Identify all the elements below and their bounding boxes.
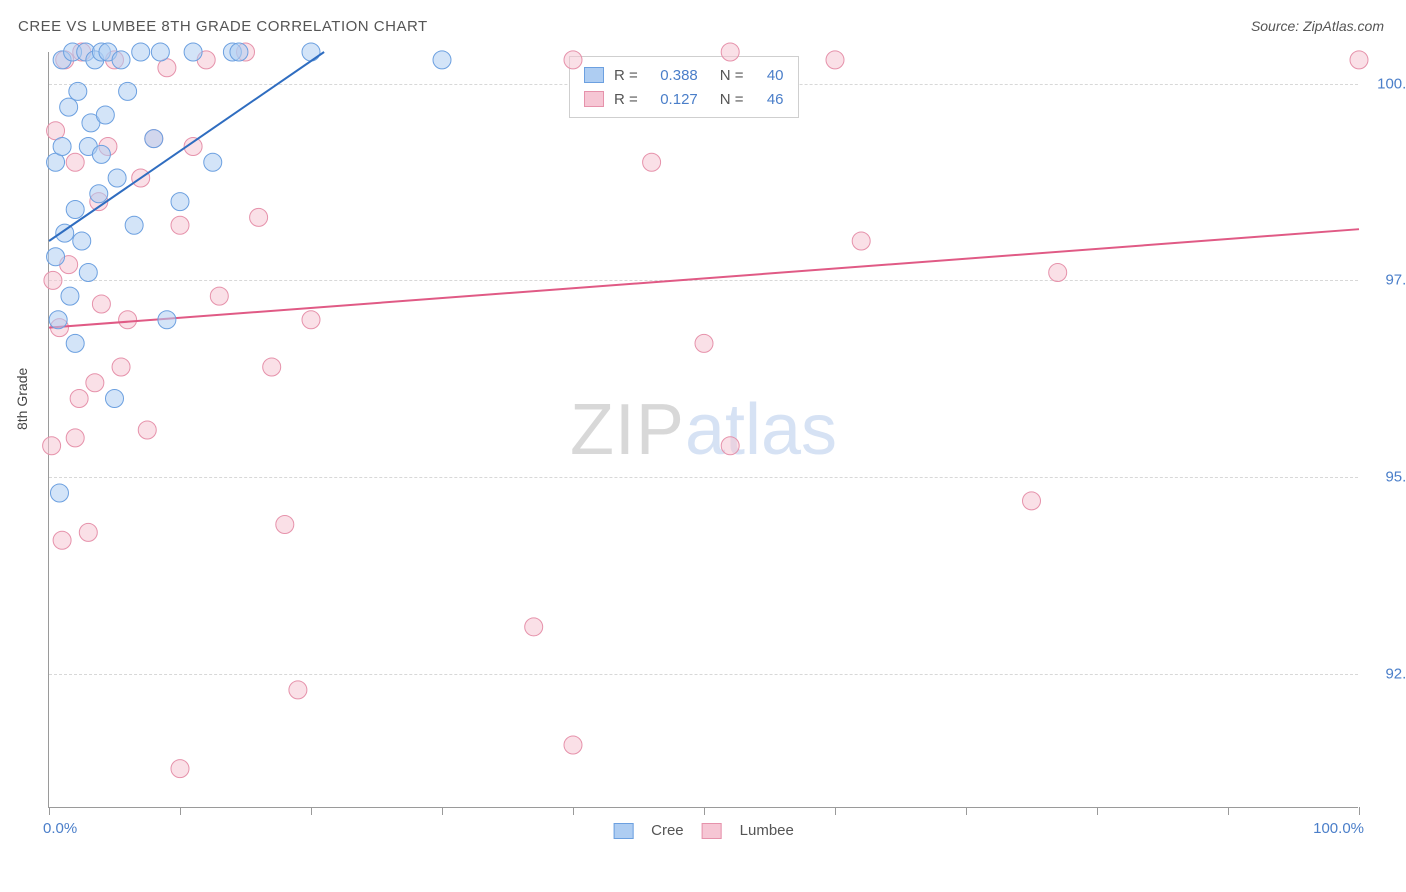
lumbee-point: [564, 51, 582, 69]
x-tick: [704, 807, 705, 815]
cree-point: [106, 390, 124, 408]
lumbee-point: [171, 760, 189, 778]
cree-point: [184, 43, 202, 61]
x-tick: [442, 807, 443, 815]
chart-title: CREE VS LUMBEE 8TH GRADE CORRELATION CHA…: [18, 18, 428, 35]
y-tick-label: 97.5%: [1368, 272, 1406, 289]
lumbee-point: [86, 374, 104, 392]
x-axis-label-min: 0.0%: [43, 820, 77, 837]
x-tick: [180, 807, 181, 815]
cree-point: [66, 201, 84, 219]
lumbee-point: [44, 271, 62, 289]
lumbee-point: [79, 523, 97, 541]
cree-point: [53, 138, 71, 156]
x-tick: [1228, 807, 1229, 815]
cree-point: [158, 311, 176, 329]
cree-point: [60, 98, 78, 116]
cree-point: [230, 43, 248, 61]
lumbee-point: [721, 437, 739, 455]
cree-point: [119, 82, 137, 100]
x-axis-label-max: 100.0%: [1313, 820, 1364, 837]
cree-point: [145, 130, 163, 148]
lumbee-point: [826, 51, 844, 69]
lumbee-point: [276, 516, 294, 534]
lumbee-point: [53, 531, 71, 549]
cree-point: [171, 193, 189, 211]
lumbee-point: [250, 208, 268, 226]
cree-point: [90, 185, 108, 203]
scatter-svg: [49, 52, 1358, 807]
cree-point: [96, 106, 114, 124]
x-tick: [966, 807, 967, 815]
cree-point: [92, 145, 110, 163]
cree-point: [108, 169, 126, 187]
cree-point: [47, 248, 65, 266]
x-tick: [835, 807, 836, 815]
lumbee-point: [302, 311, 320, 329]
lumbee-point: [1350, 51, 1368, 69]
cree-point: [204, 153, 222, 171]
lumbee-point: [119, 311, 137, 329]
y-tick-label: 100.0%: [1368, 75, 1406, 92]
cree-point: [79, 264, 97, 282]
legend-lumbee-label: Lumbee: [740, 822, 794, 839]
cree-point: [125, 216, 143, 234]
lumbee-point: [289, 681, 307, 699]
lumbee-point: [138, 421, 156, 439]
lumbee-point: [70, 390, 88, 408]
lumbee-point: [643, 153, 661, 171]
lumbee-point: [66, 153, 84, 171]
lumbee-point: [263, 358, 281, 376]
cree-point: [61, 287, 79, 305]
cree-point: [433, 51, 451, 69]
lumbee-trendline: [49, 229, 1359, 327]
cree-point: [69, 82, 87, 100]
x-tick: [1359, 807, 1360, 815]
cree-point: [73, 232, 91, 250]
lumbee-point: [852, 232, 870, 250]
source-label: Source: ZipAtlas.com: [1251, 18, 1384, 34]
lumbee-point: [721, 43, 739, 61]
y-axis-label: 8th Grade: [14, 368, 30, 430]
cree-point: [50, 484, 68, 502]
lumbee-point: [525, 618, 543, 636]
lumbee-point: [66, 429, 84, 447]
x-tick: [311, 807, 312, 815]
lumbee-point: [210, 287, 228, 305]
plot-area: ZIPatlas 92.5%95.0%97.5%100.0% 0.0% 100.…: [48, 52, 1358, 808]
cree-point: [302, 43, 320, 61]
cree-point: [112, 51, 130, 69]
lumbee-point: [92, 295, 110, 313]
lumbee-point: [1023, 492, 1041, 510]
x-tick: [573, 807, 574, 815]
cree-point: [49, 311, 67, 329]
swatch-lumbee-bottom: [702, 823, 722, 839]
lumbee-point: [171, 216, 189, 234]
legend-cree-label: Cree: [651, 822, 684, 839]
cree-point: [132, 43, 150, 61]
lumbee-point: [43, 437, 61, 455]
x-tick: [49, 807, 50, 815]
lumbee-point: [564, 736, 582, 754]
series-legend: Cree Lumbee: [613, 822, 794, 839]
lumbee-point: [1049, 264, 1067, 282]
cree-point: [66, 334, 84, 352]
cree-point: [151, 43, 169, 61]
y-tick-label: 95.0%: [1368, 469, 1406, 486]
x-tick: [1097, 807, 1098, 815]
lumbee-point: [112, 358, 130, 376]
swatch-cree-bottom: [613, 823, 633, 839]
y-tick-label: 92.5%: [1368, 666, 1406, 683]
lumbee-point: [695, 334, 713, 352]
